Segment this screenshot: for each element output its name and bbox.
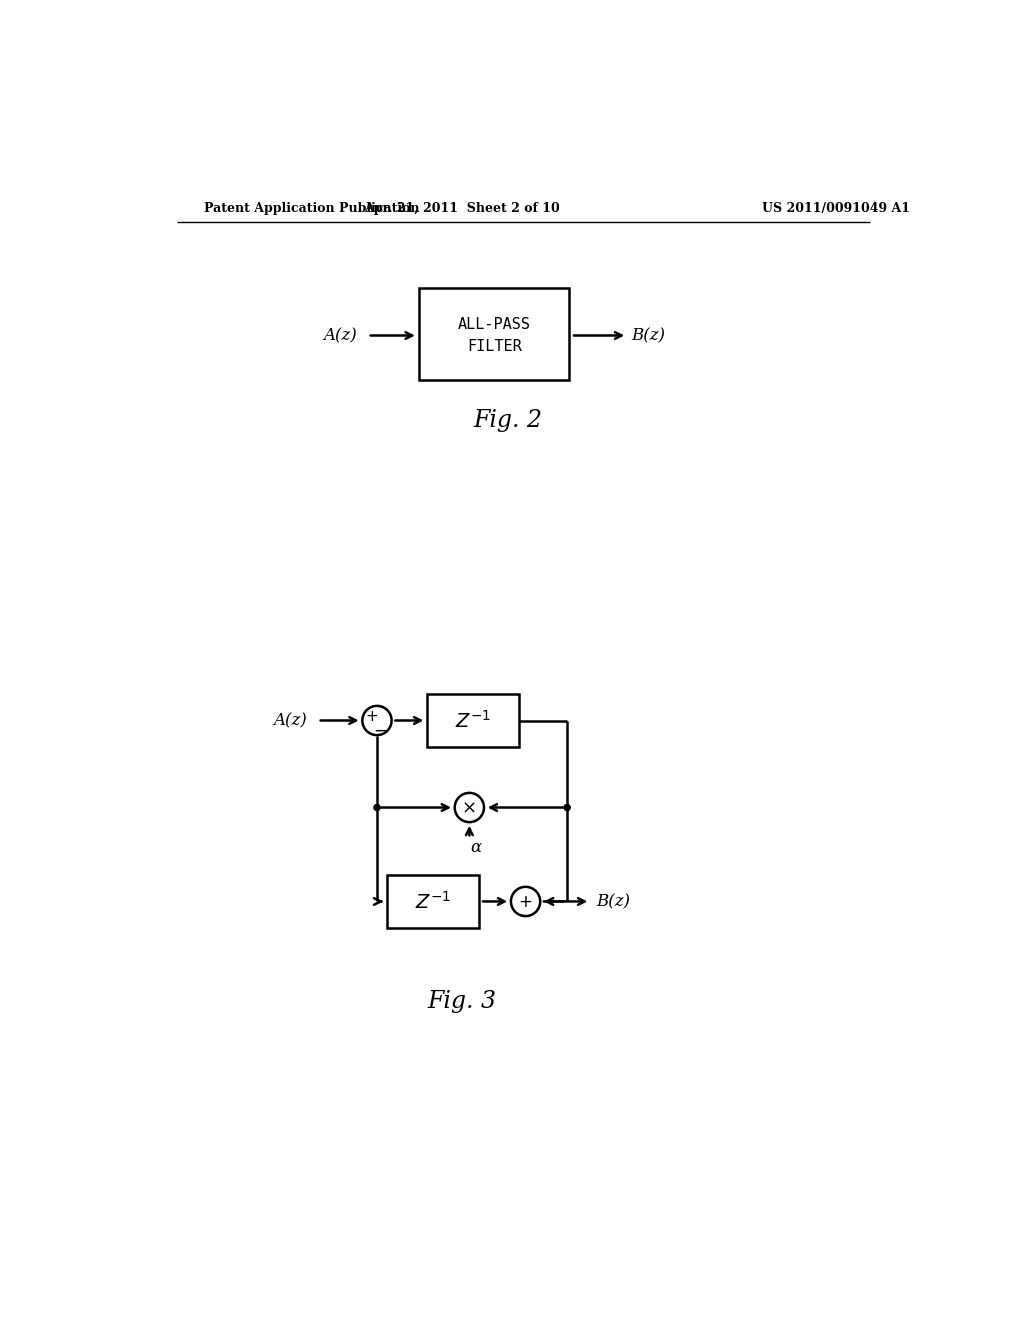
Text: α: α xyxy=(470,840,481,857)
Text: +: + xyxy=(366,709,378,725)
Circle shape xyxy=(374,804,380,810)
Circle shape xyxy=(511,887,541,916)
Text: US 2011/0091049 A1: US 2011/0091049 A1 xyxy=(762,202,910,215)
Text: Fig. 3: Fig. 3 xyxy=(427,990,497,1012)
Text: +: + xyxy=(518,894,532,911)
Bar xyxy=(387,874,479,928)
Circle shape xyxy=(564,804,570,810)
Text: ALL-PASS: ALL-PASS xyxy=(458,317,530,333)
Text: A(z): A(z) xyxy=(273,711,307,729)
Text: Patent Application Publication: Patent Application Publication xyxy=(204,202,419,215)
Circle shape xyxy=(362,706,391,735)
Bar xyxy=(419,288,569,380)
Text: B(z): B(z) xyxy=(596,892,631,909)
Text: $Z^{-1}$: $Z^{-1}$ xyxy=(415,891,452,912)
Text: Apr. 21, 2011  Sheet 2 of 10: Apr. 21, 2011 Sheet 2 of 10 xyxy=(364,202,559,215)
Text: FILTER: FILTER xyxy=(467,339,522,354)
Text: B(z): B(z) xyxy=(631,327,665,345)
Text: $Z^{-1}$: $Z^{-1}$ xyxy=(456,710,492,731)
Text: ×: × xyxy=(462,800,477,817)
Circle shape xyxy=(455,793,484,822)
Text: −: − xyxy=(373,722,387,739)
Bar xyxy=(427,693,519,747)
Text: Fig. 2: Fig. 2 xyxy=(473,409,543,432)
Text: A(z): A(z) xyxy=(324,327,357,345)
